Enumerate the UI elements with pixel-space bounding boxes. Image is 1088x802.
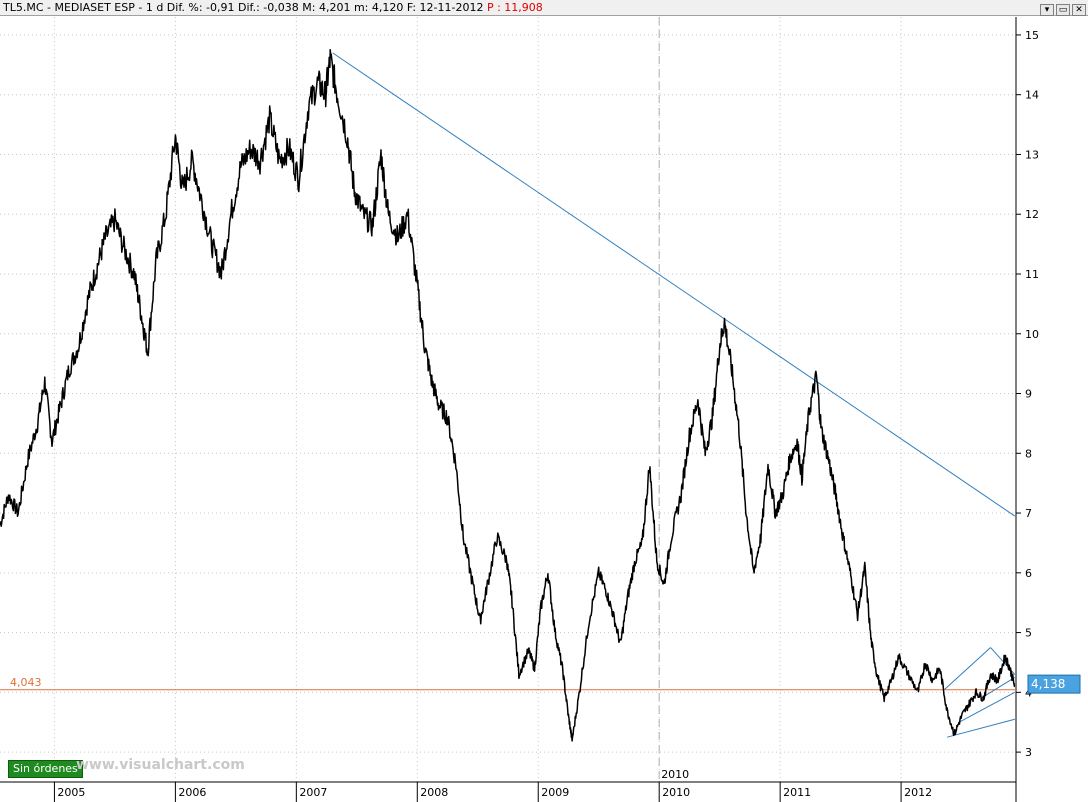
time-tick-label: 2005 xyxy=(57,786,85,799)
price-tick-label: 5 xyxy=(1025,627,1032,640)
trendline[interactable] xyxy=(980,676,1016,699)
price-tick-label: 9 xyxy=(1025,388,1032,401)
window-controls: ▾ ▭ ✕ xyxy=(1038,1,1086,16)
trendline[interactable] xyxy=(946,718,1015,738)
price-tick-label: 12 xyxy=(1025,208,1039,221)
maximize-button[interactable]: ▭ xyxy=(1056,4,1070,16)
watermark: www.visualchart.com xyxy=(76,757,245,773)
price-tick-label: 8 xyxy=(1025,447,1032,460)
price-p-value: P : 11,908 xyxy=(486,1,543,14)
grid xyxy=(0,17,1016,782)
price-tick-label: 6 xyxy=(1025,567,1032,580)
time-tick-label: 2006 xyxy=(178,786,206,799)
time-tick-label: 2012 xyxy=(904,786,932,799)
trendline[interactable] xyxy=(944,647,991,690)
price-chart[interactable]: 3456789101112131415 20052006200720082009… xyxy=(0,17,1088,802)
support-line-label: 4,043 xyxy=(10,676,42,689)
dropdown-button[interactable]: ▾ xyxy=(1040,4,1054,16)
time-tick-label: 2007 xyxy=(299,786,327,799)
last-price-box xyxy=(1027,674,1081,694)
price-tick-label: 11 xyxy=(1025,268,1039,281)
trendline[interactable] xyxy=(958,691,1016,723)
year-separator-label: 2010 xyxy=(661,768,689,781)
price-tick-label: 14 xyxy=(1025,89,1039,102)
trendline[interactable] xyxy=(332,52,1016,517)
time-tick-label: 2009 xyxy=(541,786,569,799)
last-price-label: 4,138 xyxy=(1031,677,1065,691)
time-tick-label: 2011 xyxy=(783,786,811,799)
price-tick-label: 3 xyxy=(1025,746,1032,759)
price-tick-label: 10 xyxy=(1025,328,1039,341)
price-tick-label: 15 xyxy=(1025,29,1039,42)
time-tick-label: 2010 xyxy=(662,786,690,799)
orders-status-badge[interactable]: Sin órdenes xyxy=(8,760,83,778)
close-button[interactable]: ✕ xyxy=(1072,4,1086,16)
price-series xyxy=(0,49,1016,742)
symbol-quote-text: TL5.MC - MEDIASET ESP - 1 d Dif. %: -0,9… xyxy=(3,1,484,14)
time-axis: 2005 2006 2007 2008 2009 2010 2011 2012 xyxy=(53,782,932,802)
price-tick-label: 13 xyxy=(1025,148,1039,161)
symbol-info: TL5.MC - MEDIASET ESP - 1 d Dif. %: -0,9… xyxy=(3,0,543,15)
time-tick-label: 2008 xyxy=(420,786,448,799)
price-axis: 3456789101112131415 xyxy=(1016,29,1039,759)
price-tick-label: 7 xyxy=(1025,507,1032,520)
chart-title-bar: TL5.MC - MEDIASET ESP - 1 d Dif. %: -0,9… xyxy=(0,0,1088,16)
last-price-marker: 4,138 xyxy=(1027,674,1081,694)
